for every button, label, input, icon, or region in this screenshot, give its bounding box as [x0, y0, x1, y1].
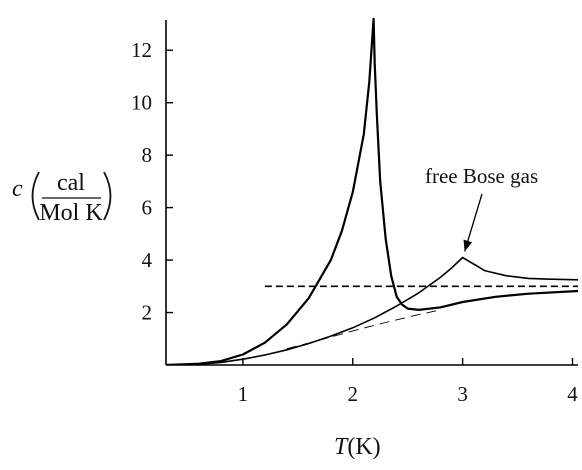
series-line-2 — [166, 256, 579, 365]
x-axis-label: T(K) — [334, 434, 381, 460]
x-tick-label: 4 — [567, 382, 578, 406]
annotation-text: free Bose gas — [425, 164, 538, 188]
y-tick-label: 2 — [142, 301, 153, 325]
y-axis-label: c cal Mol K — [12, 170, 112, 226]
plot-lines — [166, 17, 579, 365]
y-tick-label: 10 — [131, 91, 152, 115]
y-axis-label-denominator: Mol K — [39, 200, 103, 226]
series-line-1 — [166, 17, 579, 365]
y-tick-label: 12 — [131, 38, 152, 62]
y-ticks: 2 4 6 8 10 12 — [131, 38, 173, 325]
x-tick-label: 3 — [457, 382, 468, 406]
x-tick-label: 1 — [238, 382, 249, 406]
x-axis-label-var: T — [334, 434, 349, 460]
y-axis-label-var: c — [12, 176, 23, 202]
y-tick-label: 4 — [142, 248, 153, 272]
series-line-4 — [286, 309, 441, 350]
annotation-arrow-head — [463, 239, 473, 252]
y-label-left-paren — [31, 171, 40, 221]
free-bose-gas-annotation: free Bose gas — [425, 164, 538, 252]
svg-text:T(K): T(K) — [334, 434, 381, 460]
y-tick-label: 8 — [142, 143, 153, 167]
y-tick-label: 6 — [142, 196, 153, 220]
y-label-right-paren — [103, 171, 112, 221]
x-tick-label: 2 — [348, 382, 359, 406]
x-ticks: 1 2 3 4 — [238, 358, 578, 406]
y-axis-label-numerator: cal — [57, 170, 85, 196]
x-axis-label-unit: (K) — [347, 434, 380, 460]
